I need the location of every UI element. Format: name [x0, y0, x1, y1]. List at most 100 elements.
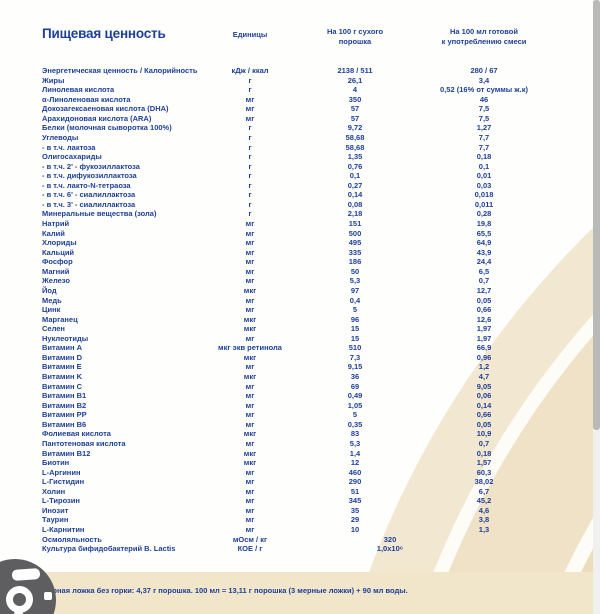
- value-per-100ml: 10,9: [476, 429, 492, 439]
- value-per-100ml: 1,57: [476, 458, 492, 468]
- value-per-100g: 510: [348, 343, 362, 353]
- table-row: L-Карнитин мг 10 1,3: [0, 525, 600, 535]
- nutrient-unit: мг: [245, 438, 255, 448]
- value-per-100g: 460: [348, 467, 362, 477]
- nutrient-name: Пантотеновая кислота: [42, 438, 126, 448]
- value-per-100g: 1,4: [349, 448, 361, 458]
- nutrient-name: α-Линоленовая кислота: [42, 94, 131, 104]
- nutrient-unit: мг: [245, 333, 255, 343]
- nutrient-name: - в т.ч. дифукозиллактоза: [42, 171, 137, 181]
- value-per-100ml: 0,14: [476, 400, 492, 410]
- table-row: Культура бифидобактерий B. Lactis КОЕ / г…: [0, 544, 600, 554]
- value-per-100g: 5: [352, 410, 358, 420]
- value-per-100g: 0,14: [347, 190, 363, 200]
- nutrient-unit: г: [248, 209, 252, 219]
- nutrient-name: Жиры: [42, 75, 65, 85]
- table-row: Белки (молочная сыворотка 100%) г 9,72 1,27: [0, 123, 600, 133]
- nutrient-name: Витамин B6: [42, 419, 87, 429]
- nutrient-unit: мг: [245, 362, 255, 372]
- column-header-per-100g-powder: На 100 г сухого порошка: [290, 27, 420, 46]
- nutrient-unit: мг: [245, 391, 255, 401]
- column-header-units-label: Единицы: [232, 30, 268, 39]
- value-per-100ml: 1,2: [478, 362, 490, 372]
- nutrient-unit: мкг экв ретинола: [218, 343, 282, 353]
- table-row: Инозит мг 35 4,6: [0, 506, 600, 516]
- table-row: Марганец мкг 96 12,6: [0, 315, 600, 325]
- scrollbar-thumb[interactable]: [593, 0, 600, 430]
- scoop-footnote: Мерная ложка без горки: 4,37 г порошка. …: [42, 586, 408, 595]
- nutrient-unit: кДж / ккал: [231, 66, 269, 75]
- nutrient-name: Биотин: [42, 458, 70, 468]
- table-row: L-Аргинин мг 460 60,3: [0, 468, 600, 478]
- nutrient-name: Олигосахариды: [42, 152, 102, 162]
- nutrient-name: Витамин K: [42, 372, 83, 381]
- column-header-per-100ml-ready: На 100 мл готовой к употреблению смеси: [420, 27, 548, 46]
- value-per-100g: 495: [348, 238, 362, 248]
- nutrient-name: - в т.ч. 3' - сиалиллактоза: [42, 199, 136, 209]
- nutrient-name: Калий: [42, 228, 65, 238]
- nutrient-name: - в т.ч. 6' - сиалиллактоза: [42, 190, 136, 200]
- value-per-100g: 345: [348, 496, 362, 506]
- nutrient-unit: мг: [245, 219, 255, 228]
- column-header-powder-line2: порошка: [338, 36, 372, 46]
- nutrient-name: Докозагексаеновая кислота (DHA): [42, 104, 169, 114]
- value-per-100g: 2138 / 511: [337, 66, 373, 75]
- column-header-units: Единицы: [210, 30, 290, 40]
- nutrient-name: Витамин B1: [42, 391, 87, 401]
- table-row: Витамин PP мг 5 0,66: [0, 410, 600, 420]
- nutrient-unit: мг: [245, 257, 255, 267]
- nutrient-name: Линолевая кислота: [42, 85, 115, 95]
- nutrient-unit: г: [248, 142, 252, 152]
- value-per-100g: 97: [350, 285, 360, 295]
- nutrient-name: Витамин A: [42, 343, 83, 353]
- value-per-100g: 1,05: [347, 400, 363, 410]
- value-per-100ml: 0,03: [476, 180, 492, 190]
- table-row: Докозагексаеновая кислота (DHA) мг 57 7,5: [0, 104, 600, 114]
- value-per-100ml: 0,18: [476, 448, 492, 458]
- table-row: - в т.ч. 2' - фукозиллактоза г 0,76 0,1: [0, 162, 600, 172]
- value-per-100ml: 0,28: [476, 209, 492, 219]
- nutrient-name: L-Гистидин: [42, 477, 85, 487]
- nutrient-unit: г: [248, 199, 252, 209]
- nutrient-unit: мг: [245, 238, 255, 248]
- value-per-100ml: 7,5: [478, 104, 490, 114]
- nutrient-unit: г: [248, 123, 252, 133]
- value-mid-column: 1,0x10⁶: [376, 544, 404, 554]
- value-per-100ml: 66,9: [476, 343, 492, 353]
- table-row: Натрий мг 151 19,8: [0, 219, 600, 229]
- value-per-100g: 1,35: [347, 152, 363, 162]
- nutrient-unit: мг: [245, 247, 255, 257]
- value-per-100ml: 12,6: [476, 314, 492, 324]
- table-row: Селен мкг 15 1,97: [0, 324, 600, 334]
- scrollbar-track[interactable]: [593, 0, 600, 614]
- table-row: - в т.ч. лактоза г 58,68 7,7: [0, 143, 600, 153]
- nutrient-name: Витамин D: [42, 352, 83, 362]
- table-row: Хлориды мг 495 64,9: [0, 238, 600, 248]
- value-per-100ml: 45,2: [476, 496, 492, 506]
- value-per-100ml: 4,7: [478, 372, 490, 381]
- value-per-100ml: 3,4: [478, 75, 490, 85]
- value-per-100ml: 9,05: [476, 381, 492, 391]
- value-per-100g: 500: [348, 228, 362, 238]
- value-per-100ml: 3,8: [478, 515, 490, 525]
- scoop-dot-bottom: [14, 612, 23, 614]
- nutrient-name: Белки (молочная сыворотка 100%): [42, 123, 172, 133]
- nutrient-name: Витамин E: [42, 362, 82, 372]
- value-per-100g: 26,1: [347, 75, 363, 85]
- value-per-100g: 57: [350, 113, 360, 123]
- nutrient-unit: мкг: [243, 285, 257, 295]
- table-row: Йод мкг 97 12,7: [0, 286, 600, 296]
- nutrient-unit: мкг: [243, 352, 257, 362]
- nutrient-name: Хлориды: [42, 238, 77, 248]
- nutrient-unit: мг: [245, 305, 255, 315]
- value-per-100ml: 0,66: [476, 410, 492, 420]
- nutrient-unit: мкг: [243, 458, 257, 468]
- value-per-100g: 58,68: [345, 132, 365, 142]
- value-per-100ml: 0,1: [478, 161, 490, 171]
- nutrient-unit: мг: [245, 113, 255, 123]
- table-row: Витамин E мг 9,15 1,2: [0, 362, 600, 372]
- table-row: L-Тирозин мг 345 45,2: [0, 496, 600, 506]
- nutrient-name: Культура бифидобактерий B. Lactis: [42, 544, 176, 554]
- nutrient-name: Фосфор: [42, 257, 73, 267]
